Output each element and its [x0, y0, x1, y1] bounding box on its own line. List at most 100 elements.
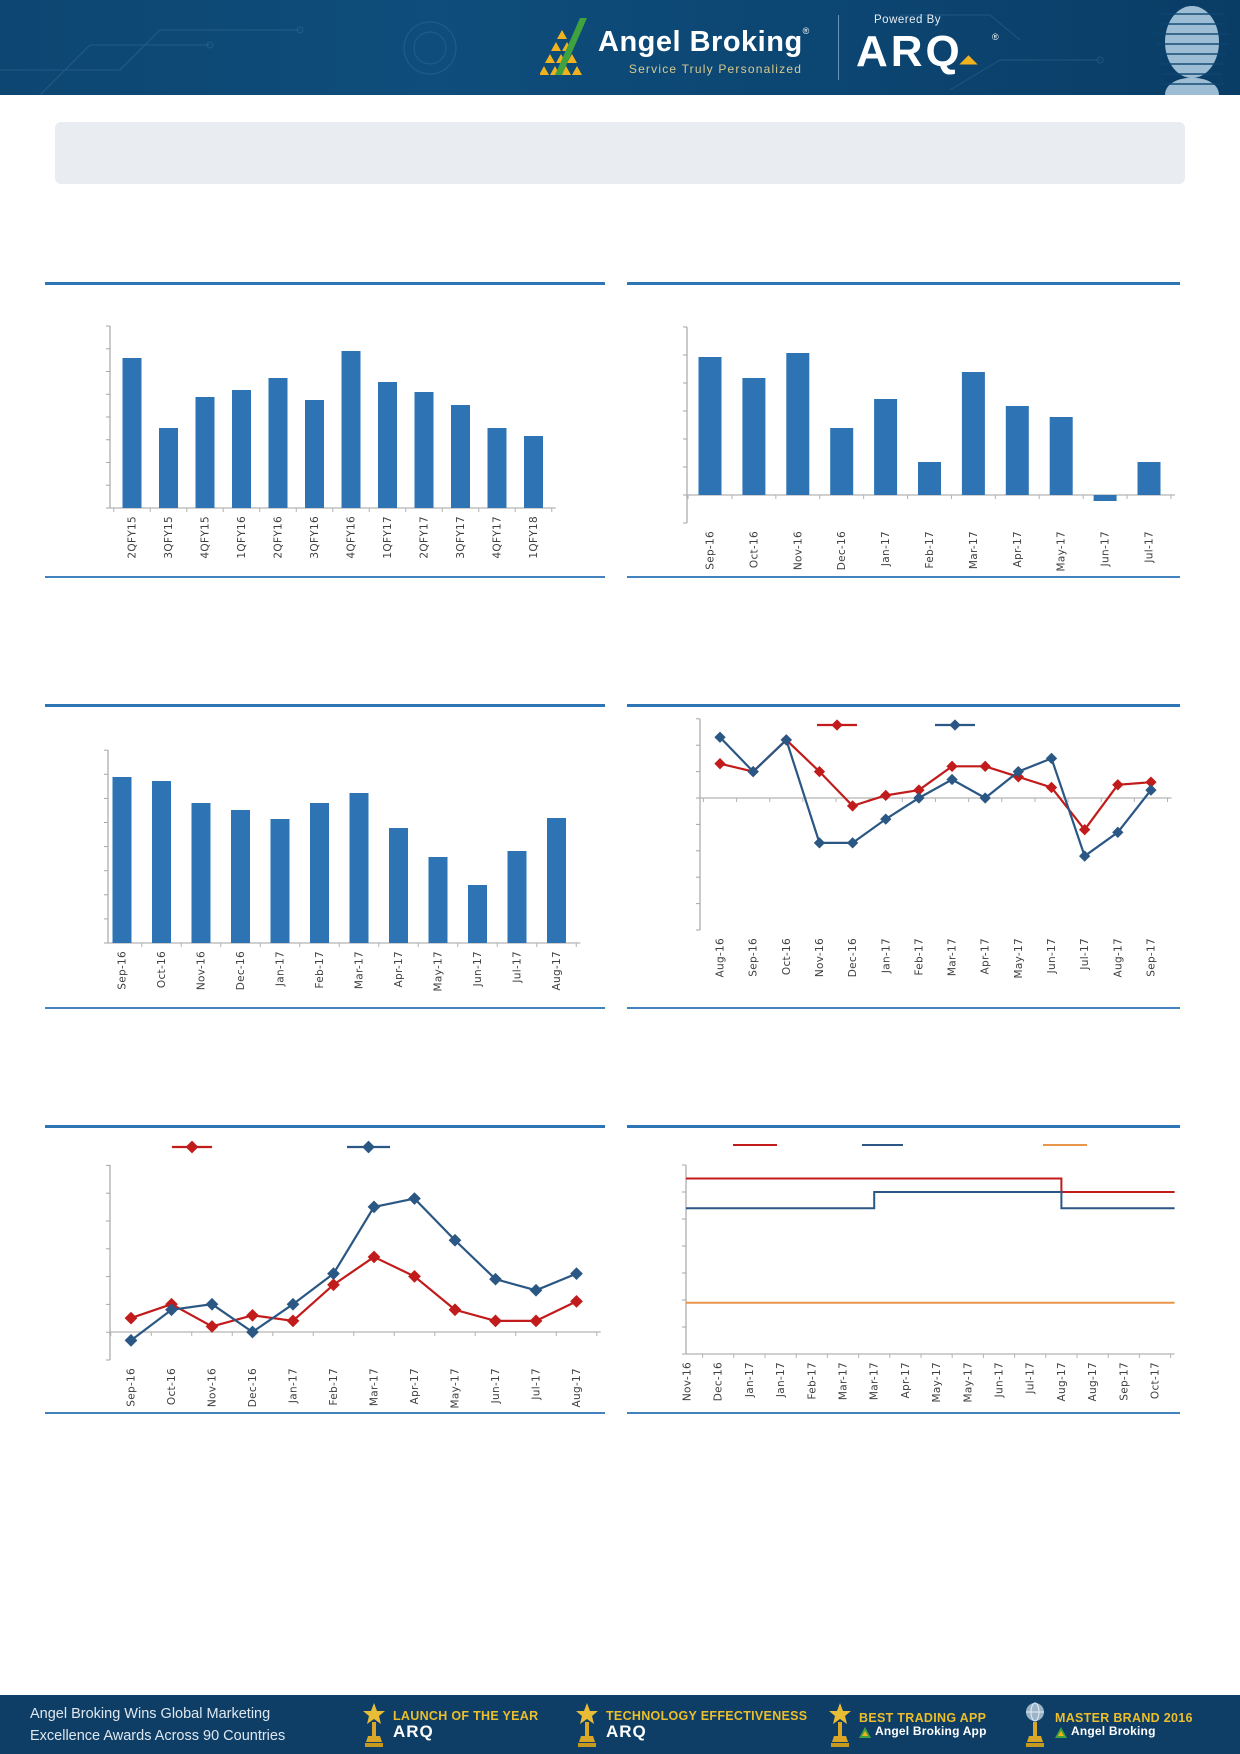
x-axis-label: Sep-16: [705, 531, 717, 570]
footer-awards-banner: Angel Broking Wins Global Marketing Exce…: [0, 1695, 1240, 1754]
x-axis-label: Mar-17: [354, 951, 366, 989]
x-axis-label: Jul-17: [512, 951, 524, 984]
x-axis-label: Dec-16: [235, 951, 247, 990]
x-axis-label: Apr-17: [900, 1362, 912, 1398]
data-point-marker: [367, 1200, 381, 1214]
red-series: [719, 738, 1152, 832]
x-axis-label: Aug-17: [1087, 1362, 1099, 1401]
bar: [389, 828, 408, 943]
quarterly-bar-chart: 2QFY15 3QFY15 4QFY15 1QFY16 2QFY16 3QFY16 4QFY…: [106, 325, 556, 559]
data-point-marker: [1145, 776, 1157, 788]
section-rule: [627, 282, 1180, 285]
angel-mini-logo-icon: [1055, 1726, 1067, 1738]
award-best-trading-app: BEST TRADING APP Angel Broking App: [828, 1702, 987, 1748]
bar: [547, 818, 566, 943]
footer-line-1: Angel Broking Wins Global Marketing: [30, 1706, 271, 1722]
data-point-marker: [846, 837, 859, 849]
x-axis-label: Jun-17: [490, 1368, 502, 1404]
data-point-marker: [529, 1283, 543, 1297]
x-axis-label: Apr-17: [1012, 531, 1024, 567]
x-axis-label: Sep-16: [748, 938, 760, 977]
x-axis-label: Sep-16: [126, 1368, 138, 1407]
x-axis-label: Mar-17: [369, 1368, 381, 1406]
x-axis-label: 1QFY18: [528, 516, 540, 559]
x-axis-label: Apr-17: [409, 1368, 421, 1404]
red-series: [686, 1177, 1175, 1193]
x-axis-label: Sep-16: [117, 951, 129, 990]
data-point-marker: [489, 1314, 502, 1328]
x-axis-label: Nov-16: [814, 938, 826, 977]
data-point-marker: [979, 760, 991, 772]
two-series-line-chart-2: Sep-16 Oct-16 Nov-16 Dec-16 Jan-17 Feb-17 Mar-…: [106, 1140, 601, 1408]
section-rule: [45, 282, 605, 285]
footer-line-2: Excellence Awards Across 90 Countries: [30, 1728, 286, 1745]
bar: [487, 428, 507, 508]
x-axis-label: Aug-16: [715, 938, 727, 977]
bar: [232, 390, 251, 508]
x-axis-label: Mar-17: [838, 1362, 850, 1400]
x-axis-label: Nov-16: [196, 951, 208, 990]
x-axis-label: Mar-17: [968, 531, 980, 569]
award-master-brand: MASTER BRAND 2016 Angel Broking: [1022, 1702, 1193, 1748]
circuit-decoration: [0, 14, 1104, 95]
x-axis-label: Aug-17: [571, 1368, 583, 1407]
trophy-icon: [576, 1703, 598, 1747]
x-axis-label: 4QFY15: [200, 516, 212, 559]
award-title: TECHNOLOGY EFFECTIVENESS: [606, 1708, 808, 1723]
header-divider: [838, 15, 839, 80]
award-technology-effectiveness: TECHNOLOGY EFFECTIVENESS ARQ: [575, 1702, 807, 1748]
x-axis-label: Dec-16: [713, 1362, 725, 1401]
bar: [742, 378, 766, 495]
x-axis-label: 1QFY17: [382, 516, 394, 559]
award-subtitle: Angel Broking App: [875, 1724, 987, 1739]
bar: [195, 397, 215, 508]
data-point-marker: [813, 837, 826, 849]
section-rule: [45, 1007, 605, 1009]
x-axis-label: Feb-17: [913, 938, 925, 976]
red-series: [130, 1255, 577, 1328]
x-axis-label: Apr-17: [393, 951, 405, 987]
bar: [378, 382, 397, 508]
x-axis-label: Sep-17: [1145, 938, 1157, 977]
award-subtitle: ARQ: [393, 1721, 434, 1741]
section-rule: [45, 704, 605, 707]
x-axis-label: Jul-17: [1144, 531, 1156, 564]
x-axis-label: Nov-16: [682, 1362, 694, 1401]
report-title-banner: [55, 122, 1185, 184]
x-axis-label: 3QFY16: [309, 516, 321, 559]
bar: [1005, 406, 1029, 495]
arq-registered-mark: ®: [992, 32, 999, 42]
data-point-marker: [913, 792, 925, 804]
bar: [270, 819, 290, 943]
x-axis-label: Jun-17: [1100, 531, 1112, 567]
bar: [1049, 417, 1073, 495]
section-rule: [627, 1007, 1180, 1009]
bar: [451, 405, 470, 508]
data-point-marker: [831, 719, 843, 731]
header-banner: Angel Broking® Service Truly Personalize…: [0, 0, 1240, 95]
bar: [122, 358, 142, 508]
bar: [341, 351, 361, 508]
x-axis-label: Feb-17: [328, 1368, 340, 1406]
x-axis-label: May-17: [931, 1362, 943, 1402]
data-point-marker: [570, 1267, 583, 1280]
bar: [310, 803, 329, 943]
data-point-marker: [880, 789, 892, 802]
powered-by-label: Powered By: [874, 14, 942, 26]
x-axis-label: 4QFY16: [346, 516, 358, 559]
bar: [1093, 495, 1117, 501]
x-axis-label: Jan-17: [744, 1362, 756, 1398]
award-title: LAUNCH OF THE YEAR: [393, 1708, 539, 1723]
data-point-marker: [246, 1308, 259, 1322]
x-axis-label: Jan-17: [880, 531, 892, 567]
data-point-marker: [946, 773, 958, 786]
x-axis-label: Jul-17: [1079, 938, 1091, 971]
award-title: BEST TRADING APP: [859, 1711, 987, 1726]
x-axis-label: Oct-16: [156, 951, 168, 988]
x-axis-label: Jan-17: [288, 1368, 300, 1404]
data-point-marker: [205, 1320, 219, 1333]
data-point-marker: [205, 1297, 219, 1311]
x-axis-label: May-17: [1056, 531, 1068, 571]
bar: [507, 851, 527, 943]
x-axis-label: Jul-17: [1025, 1362, 1037, 1395]
